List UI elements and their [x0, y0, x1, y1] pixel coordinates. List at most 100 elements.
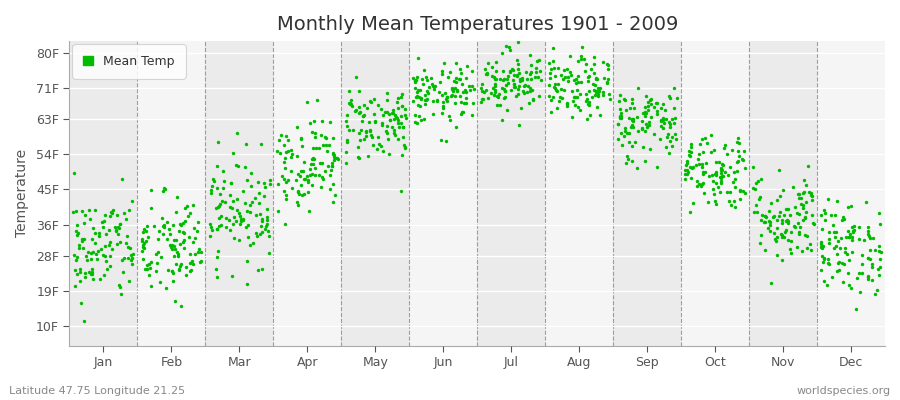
- Point: [89, 256, 104, 262]
- Point: [410, 94, 424, 100]
- Point: [790, 220, 805, 226]
- Point: [70, 222, 85, 228]
- Point: [353, 109, 367, 116]
- Point: [663, 124, 678, 130]
- Point: [390, 99, 404, 105]
- Point: [94, 245, 108, 252]
- Point: [223, 226, 238, 233]
- Point: [626, 124, 640, 130]
- Point: [398, 144, 412, 150]
- Point: [391, 105, 405, 112]
- Point: [553, 93, 567, 100]
- Point: [758, 246, 772, 253]
- Point: [204, 224, 219, 231]
- Point: [842, 228, 856, 234]
- Bar: [817, 41, 885, 346]
- Point: [222, 203, 237, 210]
- Point: [509, 72, 524, 79]
- Point: [219, 224, 233, 230]
- Point: [419, 96, 434, 102]
- Point: [827, 229, 842, 235]
- Point: [302, 120, 317, 126]
- Point: [458, 87, 473, 94]
- Point: [477, 89, 491, 95]
- Point: [339, 149, 354, 155]
- Point: [764, 199, 778, 206]
- Point: [565, 114, 580, 120]
- Point: [798, 214, 813, 221]
- Point: [542, 93, 556, 100]
- Point: [295, 192, 310, 198]
- Point: [570, 87, 584, 93]
- Point: [866, 235, 880, 241]
- Point: [99, 258, 113, 265]
- Point: [534, 77, 548, 83]
- Point: [565, 98, 580, 104]
- Point: [496, 76, 510, 83]
- Point: [413, 95, 428, 102]
- Point: [193, 259, 207, 265]
- Point: [593, 112, 608, 119]
- Point: [301, 189, 315, 195]
- Point: [669, 136, 683, 143]
- Point: [366, 142, 381, 149]
- Point: [658, 107, 672, 114]
- Point: [83, 216, 97, 223]
- Point: [821, 196, 835, 202]
- Point: [136, 242, 150, 248]
- Point: [418, 101, 432, 108]
- Point: [183, 268, 197, 274]
- Point: [662, 119, 677, 126]
- Point: [626, 100, 640, 106]
- Point: [406, 98, 420, 104]
- Point: [351, 154, 365, 160]
- Point: [805, 190, 819, 196]
- Point: [746, 164, 760, 171]
- Point: [797, 188, 812, 195]
- Point: [761, 224, 776, 231]
- Point: [862, 256, 877, 262]
- Point: [454, 70, 469, 76]
- Point: [792, 229, 806, 236]
- Point: [774, 234, 788, 240]
- Point: [720, 189, 734, 195]
- Point: [543, 74, 557, 81]
- Point: [375, 122, 390, 128]
- Point: [308, 165, 322, 171]
- Point: [194, 258, 209, 265]
- Point: [173, 263, 187, 270]
- Point: [507, 81, 521, 87]
- Point: [641, 98, 655, 105]
- Point: [547, 85, 562, 91]
- Point: [714, 165, 728, 172]
- Point: [860, 274, 875, 280]
- Point: [94, 219, 109, 226]
- Point: [410, 55, 425, 62]
- Point: [678, 171, 692, 177]
- Point: [352, 110, 366, 116]
- Point: [258, 184, 273, 190]
- Point: [357, 102, 372, 108]
- Point: [109, 228, 123, 234]
- Point: [636, 144, 651, 150]
- Point: [318, 133, 332, 140]
- Point: [847, 223, 861, 230]
- Point: [684, 175, 698, 182]
- Point: [307, 118, 321, 124]
- Point: [578, 68, 592, 74]
- Point: [591, 90, 606, 97]
- Point: [779, 217, 794, 224]
- Point: [480, 87, 494, 94]
- Point: [325, 163, 339, 170]
- Point: [532, 93, 546, 100]
- Point: [596, 89, 610, 96]
- Point: [589, 88, 603, 94]
- Point: [436, 103, 450, 110]
- Point: [338, 118, 353, 124]
- Point: [409, 77, 423, 83]
- Point: [796, 217, 811, 223]
- Point: [425, 80, 439, 87]
- Point: [302, 177, 316, 184]
- Point: [738, 165, 752, 171]
- Point: [68, 267, 82, 273]
